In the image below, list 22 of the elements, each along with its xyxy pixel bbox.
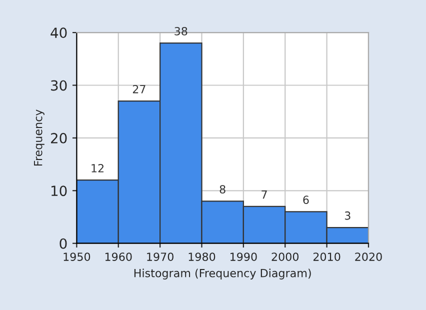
y-tick-label: 30	[51, 80, 67, 91]
data-label: 12	[92, 164, 104, 172]
x-tick-label: 1990	[230, 252, 257, 261]
y-axis-title: Frequency	[34, 110, 44, 166]
y-tick-label: 20	[50, 132, 67, 144]
data-label: 7	[262, 190, 267, 199]
x-tick-label: 1950	[64, 252, 90, 261]
data-label: 27	[132, 84, 146, 94]
y-tick-label: 40	[50, 28, 67, 38]
x-tick-label: 2000	[272, 252, 299, 261]
y-tick-label: 10	[52, 186, 67, 196]
x-tick-label: 2010	[313, 252, 340, 261]
x-tick-label: 1960	[105, 252, 132, 261]
data-label: 6	[303, 196, 309, 204]
data-label: 8	[220, 185, 226, 194]
x-tick-label: 1970	[147, 252, 174, 261]
data-label: 3	[344, 211, 350, 220]
x-axis-title: Histogram (Frequency Diagram)	[134, 268, 311, 280]
x-tick-label: 2020	[355, 252, 382, 261]
y-tick-label: 0	[60, 238, 67, 249]
data-label: 38	[174, 26, 188, 36]
x-tick-label: 1980	[188, 252, 216, 261]
